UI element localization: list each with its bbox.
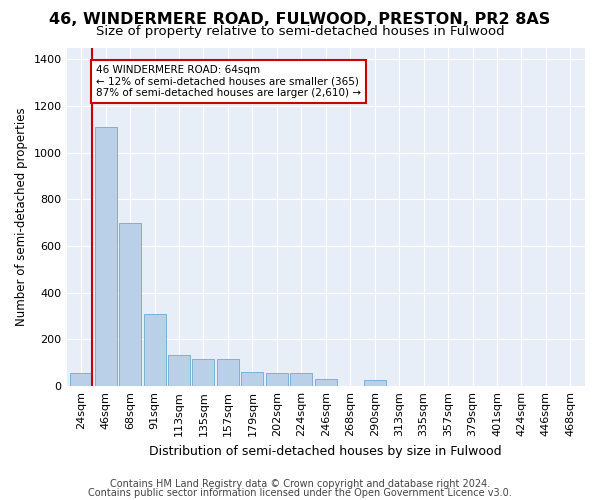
- Bar: [364, 380, 386, 386]
- Bar: [193, 360, 214, 386]
- Bar: [119, 222, 141, 386]
- Y-axis label: Number of semi-detached properties: Number of semi-detached properties: [15, 108, 28, 326]
- Text: 46, WINDERMERE ROAD, FULWOOD, PRESTON, PR2 8AS: 46, WINDERMERE ROAD, FULWOOD, PRESTON, P…: [49, 12, 551, 28]
- Bar: [315, 379, 337, 386]
- Bar: [290, 374, 313, 386]
- Bar: [143, 314, 166, 386]
- Bar: [266, 374, 288, 386]
- Text: Contains public sector information licensed under the Open Government Licence v3: Contains public sector information licen…: [88, 488, 512, 498]
- Text: Contains HM Land Registry data © Crown copyright and database right 2024.: Contains HM Land Registry data © Crown c…: [110, 479, 490, 489]
- Bar: [168, 354, 190, 386]
- Bar: [70, 372, 92, 386]
- Text: Size of property relative to semi-detached houses in Fulwood: Size of property relative to semi-detach…: [95, 25, 505, 38]
- Bar: [241, 372, 263, 386]
- Text: 46 WINDERMERE ROAD: 64sqm
← 12% of semi-detached houses are smaller (365)
87% of: 46 WINDERMERE ROAD: 64sqm ← 12% of semi-…: [96, 65, 361, 98]
- X-axis label: Distribution of semi-detached houses by size in Fulwood: Distribution of semi-detached houses by …: [149, 444, 502, 458]
- Bar: [217, 360, 239, 386]
- Bar: [95, 127, 116, 386]
